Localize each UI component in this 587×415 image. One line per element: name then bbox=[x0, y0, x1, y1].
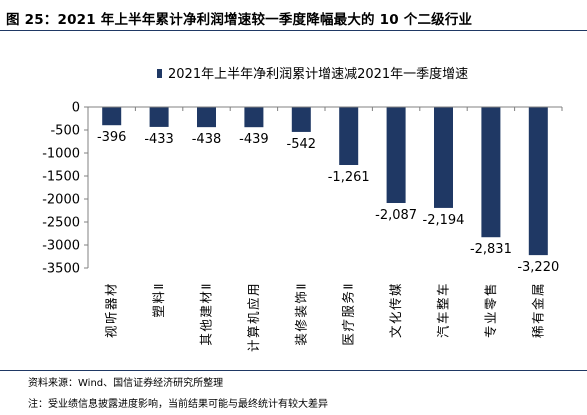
category-label: 稀有金属 bbox=[530, 282, 545, 338]
category-label: 计算机应用 bbox=[246, 282, 261, 352]
top-rule bbox=[0, 30, 587, 31]
category-label: 文化传媒 bbox=[388, 282, 403, 338]
legend-swatch bbox=[157, 69, 162, 78]
category-label: 视听器材 bbox=[104, 282, 119, 338]
category-label: 专业零售 bbox=[483, 282, 498, 338]
y-tick-label: -1000 bbox=[42, 147, 80, 162]
bottom-rule bbox=[0, 370, 587, 371]
bar bbox=[339, 107, 359, 166]
y-tick-label: -3500 bbox=[42, 262, 80, 277]
bar bbox=[291, 107, 311, 132]
y-tick-label: -500 bbox=[50, 124, 80, 139]
source-note: 资料来源：Wind、国信证券经济研究所整理 bbox=[28, 378, 224, 389]
x-axis: 视听器材 塑料Ⅱ 其他建材Ⅱ 计算机应用 装修装饰Ⅱ 医疗服务Ⅱ 文化传媒 汽车整车 专业零售 稀… bbox=[87, 106, 563, 352]
bar-value-label: -1,261 bbox=[328, 170, 370, 185]
bar bbox=[102, 107, 122, 126]
category-label: 装修装饰Ⅱ bbox=[293, 282, 308, 346]
category-label: 其他建材Ⅱ bbox=[199, 282, 214, 346]
y-tick-label: -3000 bbox=[42, 239, 80, 254]
bar-value-label: -433 bbox=[144, 132, 174, 147]
bar-value-label: -439 bbox=[239, 132, 269, 147]
bar-value-label: -438 bbox=[192, 132, 222, 147]
bar bbox=[244, 107, 264, 128]
bar bbox=[528, 107, 548, 256]
bar bbox=[434, 107, 453, 208]
y-axis: 0 -500 -1000 -1500 -2000 -2500 -3000 -3500 bbox=[42, 101, 89, 277]
y-tick-label: 0 bbox=[72, 101, 80, 116]
footnote: 注：受业绩信息披露进度影响，当前结果可能与最终统计有较大差异 bbox=[28, 399, 328, 410]
bar bbox=[149, 107, 169, 127]
bar-value-label: -2,831 bbox=[470, 242, 512, 257]
y-tick-label: -1500 bbox=[42, 170, 80, 185]
value-labels: -396 -433 -438 -439 -542 -1,261 -2,087 -2,194 -2… bbox=[97, 130, 559, 275]
bar bbox=[481, 107, 501, 238]
bar bbox=[197, 107, 216, 128]
y-tick-label: -2500 bbox=[42, 216, 80, 231]
bar-value-label: -3,220 bbox=[517, 260, 559, 275]
bar-value-label: -396 bbox=[97, 130, 127, 145]
bar-chart: 2021年上半年净利润累计增速减2021年一季度增速 0 -500 -1000 -15… bbox=[42, 66, 563, 352]
bar-value-label: -2,194 bbox=[423, 213, 465, 228]
bar-value-label: -542 bbox=[287, 137, 317, 152]
bars bbox=[102, 107, 548, 256]
bar-value-label: -2,087 bbox=[375, 208, 417, 223]
figure-title: 图 25：2021 年上半年累计净利润增速较一季度降幅最大的 10 个二级行业 bbox=[6, 12, 473, 28]
bar bbox=[386, 107, 406, 204]
category-label: 塑料Ⅱ bbox=[151, 282, 166, 318]
y-tick-label: -2000 bbox=[42, 193, 80, 208]
category-label: 医疗服务Ⅱ bbox=[341, 282, 356, 346]
legend: 2021年上半年净利润累计增速减2021年一季度增速 bbox=[157, 66, 468, 82]
legend-label: 2021年上半年净利润累计增速减2021年一季度增速 bbox=[168, 66, 468, 82]
category-label: 汽车整车 bbox=[436, 282, 451, 338]
